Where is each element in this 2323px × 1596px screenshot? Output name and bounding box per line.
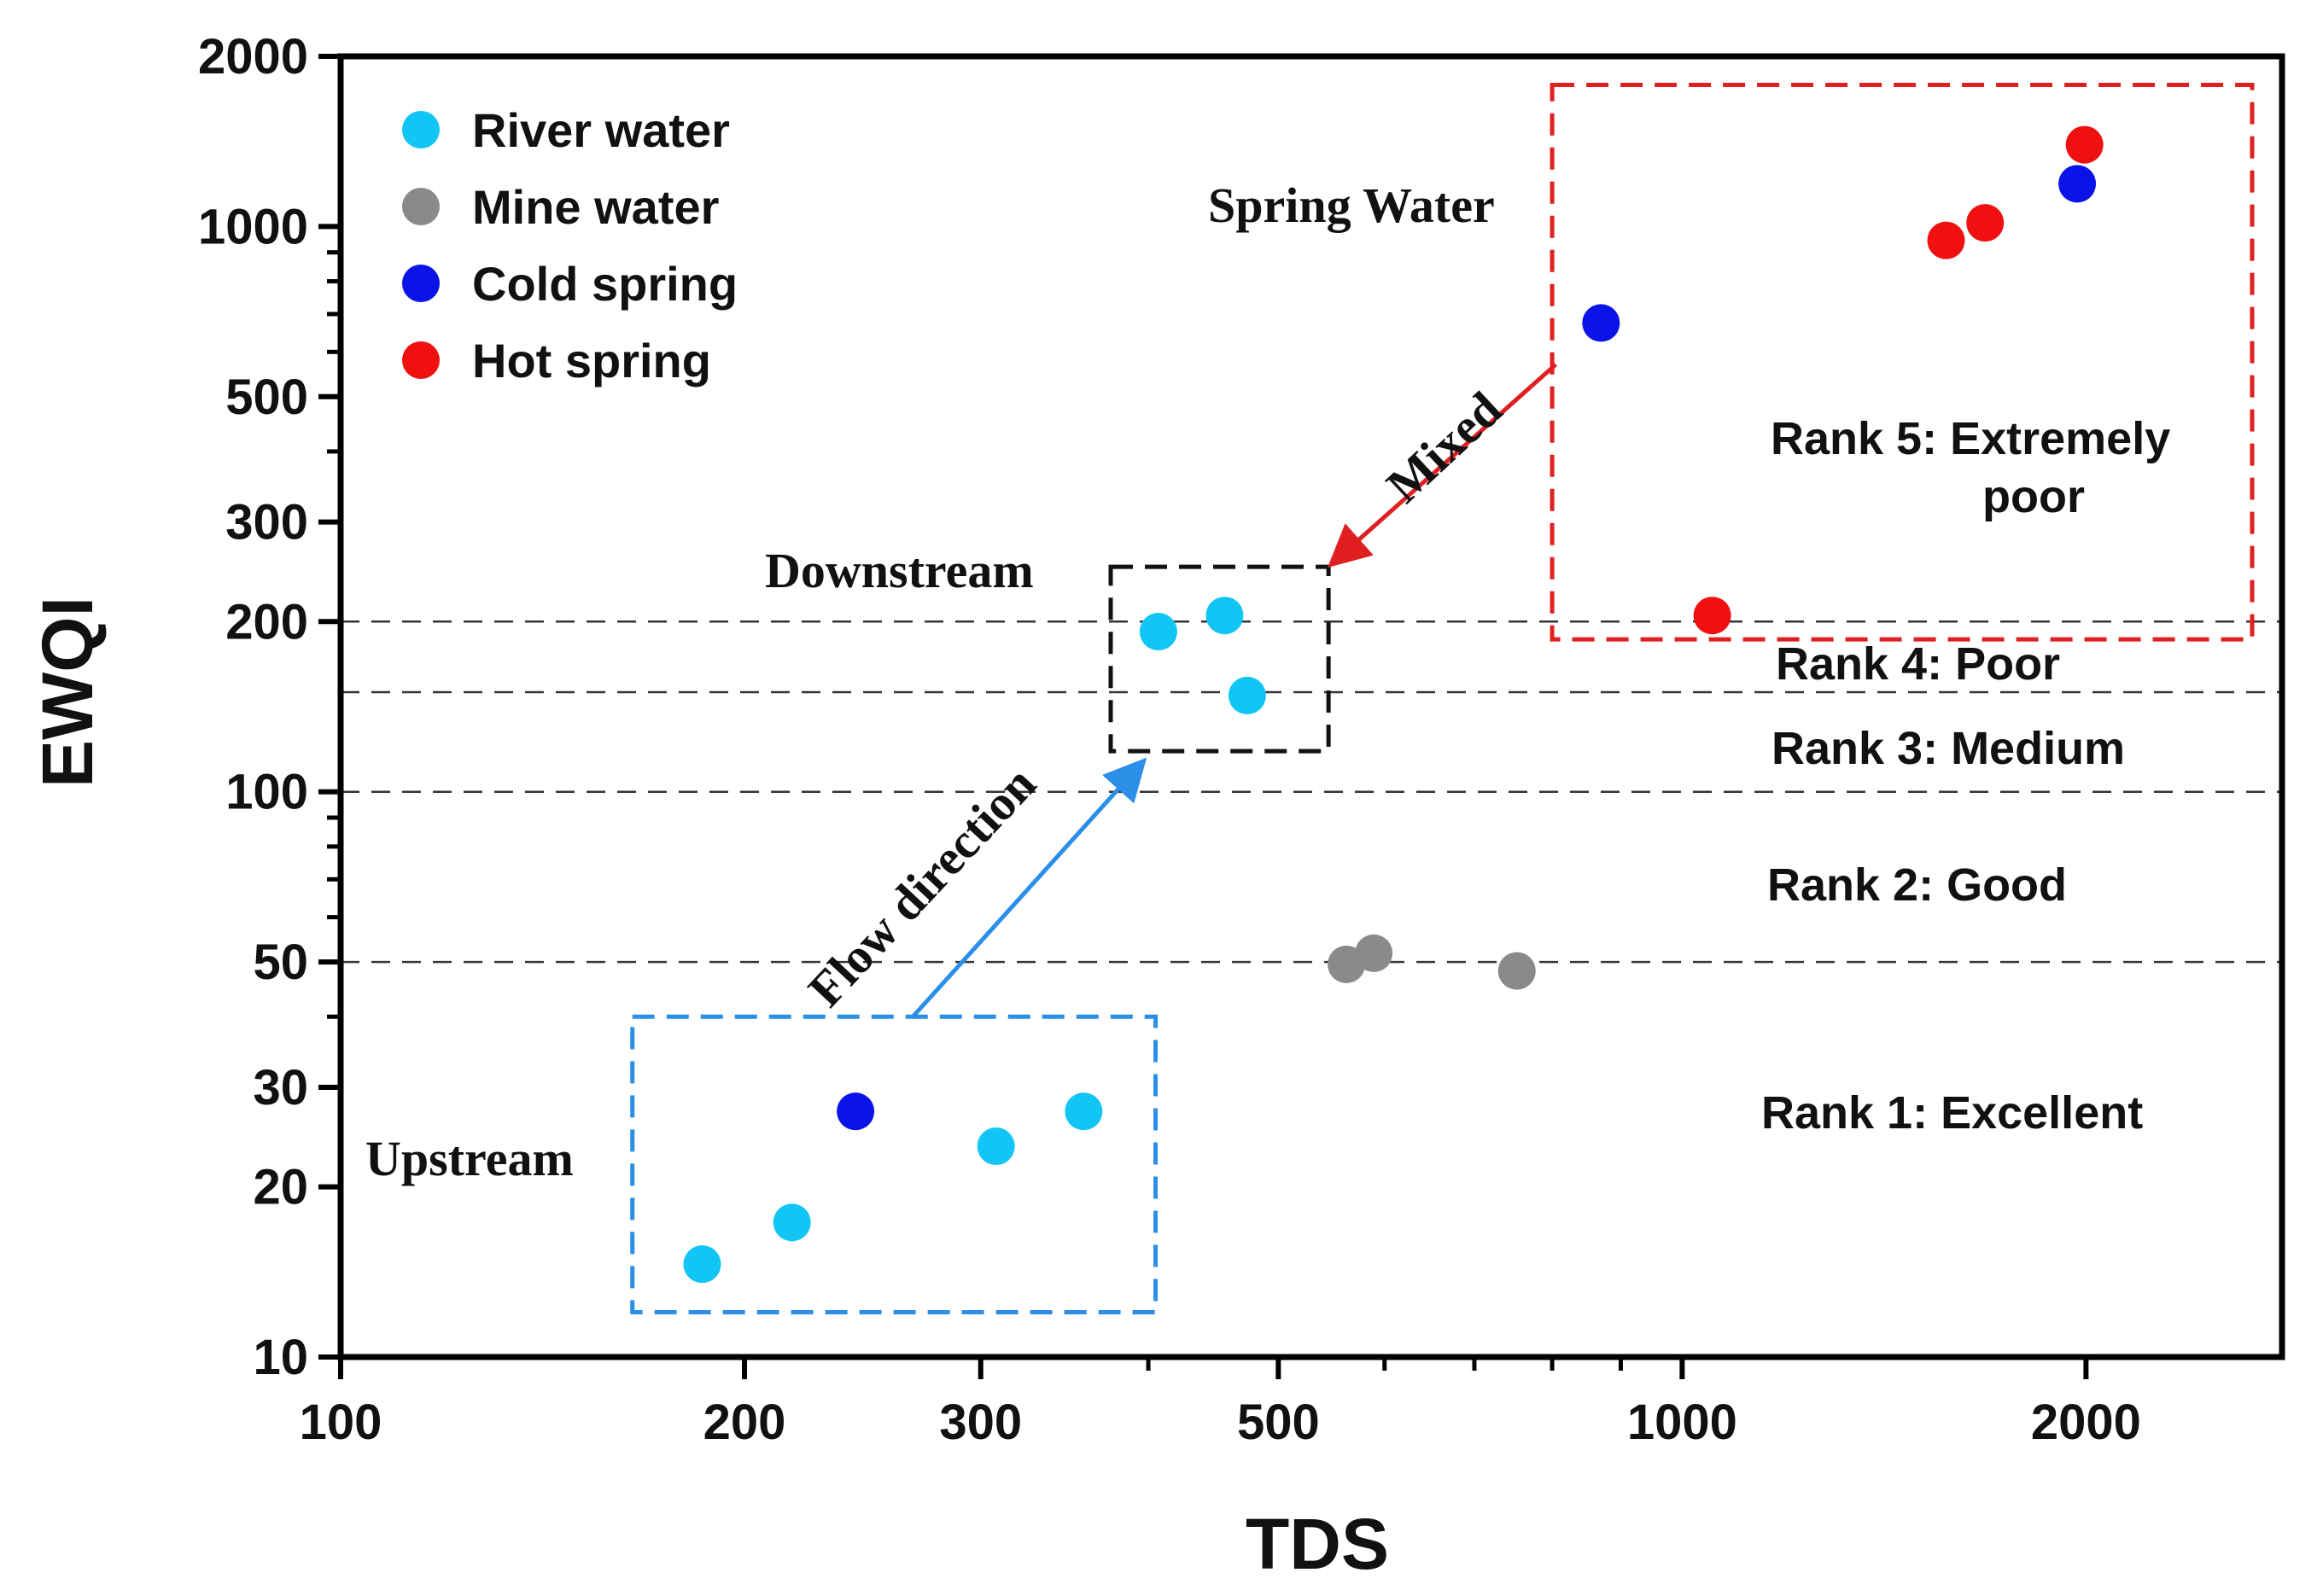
y-tick-label-200: 200	[225, 594, 308, 649]
y-tick-label-30: 30	[253, 1060, 308, 1115]
rank2-label: Rank 2: Good	[1767, 859, 2067, 911]
y-tick-label-10: 10	[253, 1330, 308, 1385]
legend-river-label: River water	[472, 103, 730, 157]
x-axis-title: TDS	[1246, 1504, 1389, 1584]
rank-threshold-lines	[341, 620, 2282, 964]
rank5-label: Rank 5: Extremely	[1771, 413, 2170, 464]
rank4-label: Rank 4: Poor	[1776, 638, 2060, 690]
rank1-label: Rank 1: Excellent	[1761, 1087, 2143, 1139]
river-water-point-3	[977, 1127, 1015, 1166]
river-water-point-4	[1065, 1092, 1103, 1131]
x-tick-label-300: 300	[939, 1395, 1022, 1450]
river-water-point-1	[683, 1245, 721, 1284]
hot-spring-point-4	[2065, 125, 2104, 164]
mine-water-point-3	[1497, 952, 1536, 990]
downstream-label: Downstream	[765, 543, 1034, 598]
river-water-point-5	[1139, 613, 1177, 651]
y-tick-label-20: 20	[253, 1160, 308, 1215]
river-water-point-2	[773, 1203, 811, 1242]
legend-mine-label: Mine water	[472, 180, 719, 234]
x-tick-label-100: 100	[300, 1395, 382, 1450]
axis-ticks: 100 200 300 500 1000 2000 10 20 30 50 100 200 300 500…	[198, 29, 2141, 1450]
x-tick-label-500: 500	[1237, 1395, 1320, 1450]
legend-mine-marker	[402, 188, 440, 225]
cold-spring-point-2	[1582, 304, 1620, 342]
legend-cold-marker	[402, 265, 440, 302]
river-water-point-7	[1228, 676, 1266, 714]
plot-frame	[337, 53, 2285, 1360]
y-tick-label-2000: 2000	[198, 29, 308, 84]
data-points	[683, 125, 2104, 1284]
hot-spring-point-1	[1693, 597, 1731, 635]
y-axis-title: EWQI	[27, 597, 108, 788]
downstream-box	[1108, 564, 1331, 754]
y-tick-label-500: 500	[225, 370, 308, 425]
legend: River water Mine water Cold spring Hot s…	[402, 103, 738, 387]
legend-cold-label: Cold spring	[472, 257, 738, 311]
x-tick-label-2000: 2000	[2031, 1395, 2141, 1450]
flow-direction-label: Flow direction	[797, 756, 1047, 1017]
y-tick-label-100: 100	[225, 765, 308, 820]
legend-river-marker	[402, 111, 440, 149]
legend-hot-label: Hot spring	[472, 334, 711, 387]
mine-water-point-2	[1355, 934, 1393, 972]
mixed-arrow	[1327, 363, 1557, 568]
rank3-label: Rank 3: Medium	[1771, 723, 2125, 774]
mixed-label: Mixed	[1376, 381, 1513, 513]
arrows	[911, 363, 1557, 1018]
hot-spring-point-2	[1927, 221, 1965, 259]
cold-spring-point-3	[2058, 165, 2097, 203]
rank5-label-line2: poor	[1982, 471, 2085, 522]
cold-spring-point-1	[837, 1092, 875, 1131]
y-tick-label-1000: 1000	[198, 199, 308, 254]
upstream-label: Upstream	[365, 1131, 574, 1186]
river-water-point-6	[1205, 597, 1244, 635]
spring-water-label: Spring Water	[1208, 178, 1495, 233]
y-tick-label-300: 300	[225, 495, 308, 550]
x-tick-label-1000: 1000	[1627, 1395, 1737, 1450]
spring-water-box	[1550, 83, 2255, 642]
region-boxes	[630, 83, 2255, 1315]
legend-hot-marker	[402, 341, 440, 379]
hot-spring-point-3	[1966, 204, 2005, 242]
x-tick-label-200: 200	[703, 1395, 786, 1450]
y-tick-label-50: 50	[253, 935, 308, 990]
flow-direction-arrow	[911, 757, 1147, 1018]
upstream-box	[630, 1014, 1159, 1315]
